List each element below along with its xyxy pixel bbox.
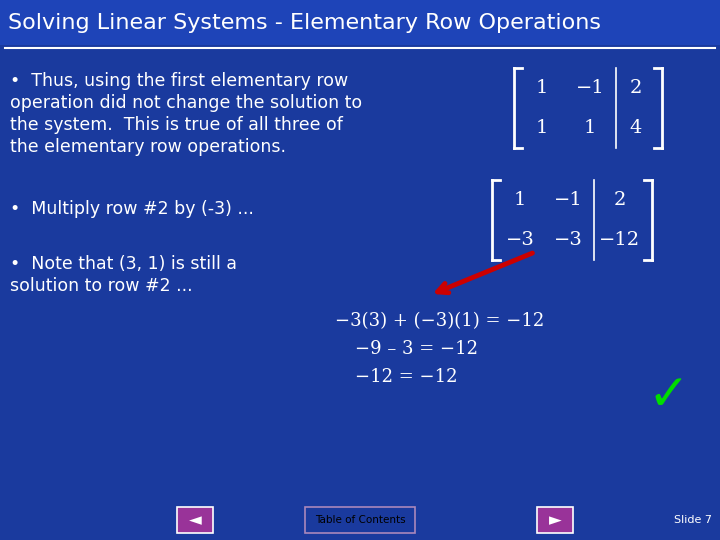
Text: ✓: ✓: [647, 372, 689, 420]
Text: 1: 1: [536, 119, 548, 137]
Text: •  Thus, using the first elementary row: • Thus, using the first elementary row: [10, 72, 348, 90]
Text: •  Multiply row #2 by (-3) ...: • Multiply row #2 by (-3) ...: [10, 200, 254, 218]
Text: 1: 1: [536, 79, 548, 97]
Text: −3: −3: [505, 231, 534, 249]
Bar: [0, 500, 720, 540]
FancyBboxPatch shape: [305, 507, 415, 533]
Text: 4: 4: [630, 119, 642, 137]
Text: Table of Contents: Table of Contents: [315, 515, 405, 525]
FancyArrowPatch shape: [438, 253, 532, 293]
Text: −1: −1: [575, 79, 604, 97]
Text: solution to row #2 ...: solution to row #2 ...: [10, 277, 193, 295]
Text: the system.  This is true of all three of: the system. This is true of all three of: [10, 116, 343, 134]
Text: −12: −12: [600, 231, 641, 249]
Text: −3: −3: [554, 231, 582, 249]
FancyBboxPatch shape: [177, 507, 213, 533]
Text: Slide 7: Slide 7: [674, 515, 712, 525]
Text: 1: 1: [584, 119, 596, 137]
Text: −12 = −12: −12 = −12: [355, 368, 457, 386]
Text: −3(3) + (−3)(1) = −12: −3(3) + (−3)(1) = −12: [335, 312, 544, 330]
Text: Solving Linear Systems - Elementary Row Operations: Solving Linear Systems - Elementary Row …: [8, 13, 601, 33]
Text: 2: 2: [614, 191, 626, 209]
Text: ◄: ◄: [189, 511, 202, 529]
Text: 2: 2: [630, 79, 642, 97]
Text: operation did not change the solution to: operation did not change the solution to: [10, 94, 362, 112]
FancyBboxPatch shape: [537, 507, 573, 533]
Text: •  Note that (3, 1) is still a: • Note that (3, 1) is still a: [10, 255, 237, 273]
Text: the elementary row operations.: the elementary row operations.: [10, 138, 286, 156]
Text: −1: −1: [554, 191, 582, 209]
Text: ►: ►: [549, 511, 562, 529]
Text: −9 – 3 = −12: −9 – 3 = −12: [355, 340, 478, 358]
Text: 1: 1: [514, 191, 526, 209]
Bar: [0, 0, 720, 45]
